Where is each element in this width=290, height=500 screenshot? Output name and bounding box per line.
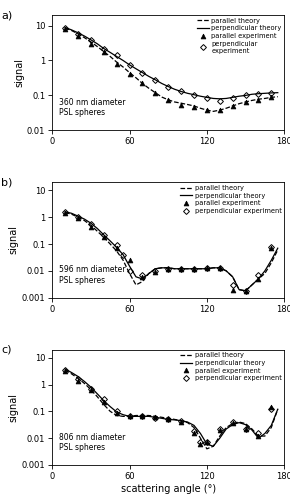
Legend: parallel theory, perpendicular theory, parallel experiment, perpendicular experi: parallel theory, perpendicular theory, p… bbox=[179, 352, 282, 382]
Legend: parallel theory, perpendicular theory, parallel experiment, perpendicular
experi: parallel theory, perpendicular theory, p… bbox=[196, 17, 282, 54]
Text: b): b) bbox=[1, 178, 12, 188]
Text: 596 nm diameter
PSL spheres: 596 nm diameter PSL spheres bbox=[59, 266, 126, 285]
Text: a): a) bbox=[1, 10, 12, 20]
Text: 360 nm diameter
PSL spheres: 360 nm diameter PSL spheres bbox=[59, 98, 126, 117]
Text: c): c) bbox=[1, 345, 12, 355]
Y-axis label: signal: signal bbox=[14, 58, 24, 87]
Y-axis label: signal: signal bbox=[9, 393, 19, 422]
X-axis label: scattering angle (°): scattering angle (°) bbox=[121, 484, 216, 494]
Y-axis label: signal: signal bbox=[9, 226, 19, 254]
Legend: parallel theory, perpendicular theory, parallel experiment, perpendicular experi: parallel theory, perpendicular theory, p… bbox=[179, 184, 282, 214]
Text: 806 nm diameter
PSL spheres: 806 nm diameter PSL spheres bbox=[59, 432, 126, 452]
